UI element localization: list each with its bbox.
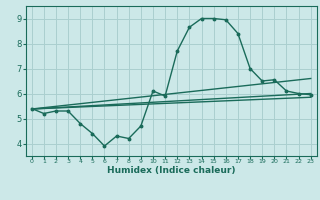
X-axis label: Humidex (Indice chaleur): Humidex (Indice chaleur) [107,166,236,175]
